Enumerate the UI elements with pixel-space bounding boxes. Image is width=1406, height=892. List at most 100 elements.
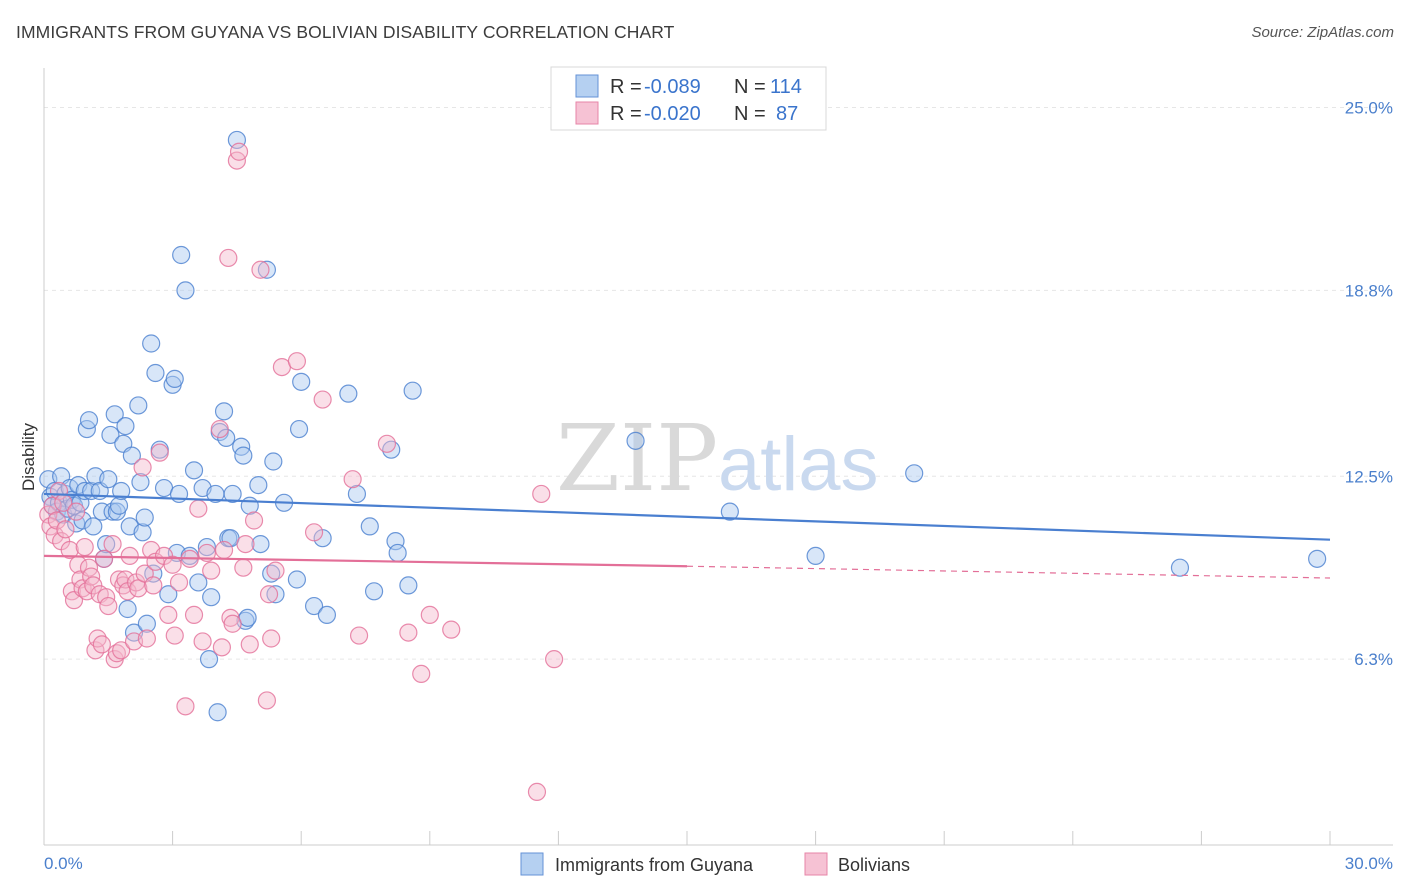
guyana-point xyxy=(97,534,116,554)
guyana-point xyxy=(360,517,379,536)
guyana-point xyxy=(257,260,277,279)
bolivians-point xyxy=(219,248,238,268)
bolivians-point xyxy=(240,635,259,654)
guyana-point xyxy=(137,614,156,633)
guyana-point xyxy=(403,381,422,400)
guyana-point xyxy=(176,281,195,300)
bolivians-point xyxy=(189,499,208,518)
guyana-point xyxy=(251,534,270,554)
guyana-point xyxy=(364,582,384,601)
guyana-point xyxy=(172,245,191,265)
guyana-point xyxy=(264,452,283,471)
guyana-point xyxy=(1170,558,1190,577)
y-tick-label: 18.8% xyxy=(1345,281,1393,300)
x-tick-label-max: 30.0% xyxy=(1345,854,1393,873)
guyana-point xyxy=(79,411,99,430)
series-guyana-points xyxy=(39,130,1327,722)
guyana-point xyxy=(388,543,407,563)
bolivians-point xyxy=(193,632,212,651)
bolivians-point xyxy=(202,561,221,580)
guyana-point xyxy=(77,419,96,439)
chart-title: IMMIGRANTS FROM GUYANA VS BOLIVIAN DISAB… xyxy=(16,22,675,42)
bolivians-point xyxy=(313,390,332,409)
guyana-point xyxy=(135,508,154,527)
guyana-point xyxy=(317,605,337,625)
legend-swatch-bolivians xyxy=(575,101,599,125)
guyana-point xyxy=(199,650,219,669)
bolivians-point xyxy=(60,540,79,560)
bolivians-point xyxy=(133,458,152,477)
bolivians-point xyxy=(223,614,242,633)
legend-n-label-2: N = xyxy=(734,103,766,125)
bolivians-point xyxy=(97,588,116,607)
guyana-point xyxy=(214,402,234,421)
bolivians-point xyxy=(212,638,231,657)
bolivians-point xyxy=(412,664,431,684)
guyana-point xyxy=(184,461,204,480)
bolivians-point xyxy=(79,558,99,577)
guyana-point xyxy=(232,437,251,456)
bolivians-point xyxy=(251,260,270,279)
guyana-point xyxy=(142,334,161,353)
guyana-point xyxy=(202,588,221,607)
guyana-point xyxy=(287,570,307,589)
bolivians-point xyxy=(257,691,277,710)
guyana-point xyxy=(806,546,825,566)
guyana-point xyxy=(146,363,165,383)
bolivians-point xyxy=(420,605,439,625)
legend-n-value-2: 87 xyxy=(776,103,798,125)
guyana-point xyxy=(112,481,131,501)
bolivians-point xyxy=(159,605,178,625)
guyana-point xyxy=(133,523,152,542)
bolivians-point xyxy=(527,782,547,802)
guyana-point xyxy=(208,703,227,722)
guyana-point xyxy=(227,130,246,150)
bolivians-point xyxy=(262,629,281,648)
bolivians-point xyxy=(266,561,285,580)
bolivians-point xyxy=(227,151,246,170)
bolivians-point xyxy=(150,443,169,462)
series-legend: Immigrants from Guyana Bolivians xyxy=(520,852,910,876)
bolivians-point xyxy=(99,596,118,616)
bolivians-point xyxy=(56,520,75,539)
axes xyxy=(43,68,1393,846)
bolivians-point xyxy=(163,555,182,574)
bolivians-point xyxy=(144,576,163,595)
gridlines xyxy=(44,107,1393,660)
guyana-point xyxy=(304,596,324,616)
guyana-point xyxy=(386,532,405,551)
guyana-point xyxy=(159,585,178,604)
guyana-point xyxy=(84,517,103,536)
legend-n-value-1: 114 xyxy=(770,76,802,98)
guyana-point xyxy=(92,502,111,521)
guyana-point xyxy=(189,573,208,592)
guyana-point xyxy=(234,446,253,465)
bolivians-point xyxy=(229,142,249,161)
bolivians-point xyxy=(304,523,324,542)
bolivians-point xyxy=(92,635,111,654)
bolivians-point xyxy=(165,626,184,645)
guyana-point xyxy=(720,502,739,521)
bolivians-point xyxy=(75,537,94,557)
bolivians-point xyxy=(234,558,253,577)
series-bolivians-points xyxy=(39,142,564,802)
guyana-point xyxy=(105,405,124,424)
bolivians-point xyxy=(176,697,195,716)
bolivians-point xyxy=(137,629,156,648)
bolivians-point xyxy=(214,540,234,560)
legend-r-value-1: -0.089 xyxy=(644,76,701,98)
legend-n-label-1: N = xyxy=(734,76,766,98)
bolivians-point xyxy=(112,641,131,660)
guyana-point xyxy=(118,599,137,619)
guyana-point xyxy=(292,372,311,391)
trend-line-guyana xyxy=(43,492,1331,541)
watermark: ZIP atlas xyxy=(556,405,879,512)
y-tick-label: 25.0% xyxy=(1345,99,1393,118)
stats-legend: R = -0.089 N = 114 R = -0.020 N = 87 xyxy=(550,66,827,131)
bottom-legend-label-bolivians: Bolivians xyxy=(838,855,910,875)
guyana-point xyxy=(399,576,418,595)
bolivians-point xyxy=(184,605,204,625)
watermark-atlas: atlas xyxy=(718,422,879,507)
bolivians-point xyxy=(103,534,122,554)
guyana-point xyxy=(347,484,367,504)
